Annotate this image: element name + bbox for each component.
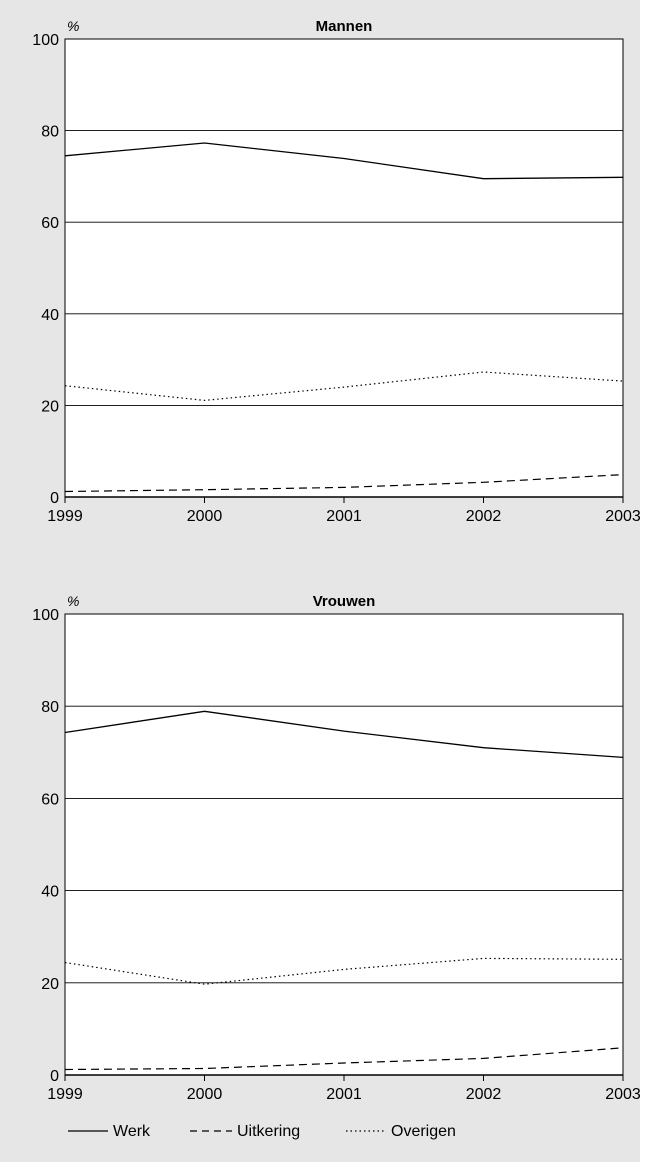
series-line-werk (64, 710, 624, 759)
y-axis-unit-label: % (67, 18, 79, 34)
data-point-uitkering-2000 (203, 1067, 207, 1071)
x-tick-label-2003: 2003 (605, 1086, 641, 1103)
data-point-overigen-2002 (482, 370, 486, 374)
data-point-werk-2002 (482, 177, 486, 181)
chart-panel-mannen: 0 20 40 60 80 100 1999 2000 2001 2002 2003 Mannen% (32, 18, 641, 525)
data-point-overigen-2001 (342, 385, 346, 389)
data-point-uitkering-2000 (203, 488, 207, 492)
data-point-uitkering-2002 (482, 1056, 486, 1060)
x-tick-label-2000: 2000 (187, 1086, 223, 1103)
y-tick-label-80: 80 (41, 124, 59, 141)
data-point-uitkering-1999 (63, 1067, 67, 1071)
data-point-werk-1999 (63, 154, 67, 158)
data-point-werk-2003 (621, 755, 625, 759)
y-axis-unit-label: % (67, 593, 79, 609)
data-point-uitkering-2001 (342, 485, 346, 489)
legend: Werk Uitkering Overigen (68, 1123, 456, 1140)
x-tick-label-2000: 2000 (187, 508, 223, 525)
legend-label-overigen: Overigen (391, 1123, 456, 1140)
y-tick-label-100: 100 (32, 32, 59, 49)
x-tick-label-2001: 2001 (326, 508, 362, 525)
data-point-werk-2001 (342, 729, 346, 733)
x-tick-label-2002: 2002 (466, 508, 502, 525)
data-point-overigen-2003 (621, 957, 625, 961)
data-point-werk-1999 (63, 730, 67, 734)
y-tick-label-80: 80 (41, 699, 59, 716)
data-point-uitkering-2003 (621, 1046, 625, 1050)
chart-title-mannen: Mannen (316, 18, 373, 35)
y-tick-label-40: 40 (41, 884, 59, 901)
data-point-uitkering-1999 (63, 490, 67, 494)
chart-panel-vrouwen: 0 20 40 60 80 100 1999 2000 2001 2002 2003 Vrouwen% (32, 593, 641, 1103)
data-point-overigen-2003 (621, 379, 625, 383)
data-point-werk-2003 (621, 175, 625, 179)
x-tick-label-1999: 1999 (47, 508, 83, 525)
x-tick-label-2002: 2002 (466, 1086, 502, 1103)
plot-area (64, 38, 624, 498)
y-tick-label-20: 20 (41, 398, 59, 415)
series-line-uitkering (64, 474, 624, 493)
y-tick-label-20: 20 (41, 976, 59, 993)
y-tick-label-40: 40 (41, 307, 59, 324)
data-point-werk-2000 (203, 709, 207, 713)
legend-label-uitkering: Uitkering (237, 1123, 300, 1140)
y-tick-label-0: 0 (50, 490, 59, 507)
x-tick-label-2001: 2001 (326, 1086, 362, 1103)
y-tick-label-60: 60 (41, 215, 59, 232)
data-point-overigen-2000 (203, 398, 207, 402)
data-point-werk-2002 (482, 746, 486, 750)
legend-label-werk: Werk (113, 1123, 151, 1140)
y-tick-label-60: 60 (41, 791, 59, 808)
data-point-werk-2000 (203, 141, 207, 145)
series-line-werk (64, 142, 624, 180)
y-tick-label-0: 0 (50, 1068, 59, 1085)
data-point-uitkering-2001 (342, 1061, 346, 1065)
data-point-uitkering-2002 (482, 480, 486, 484)
data-point-overigen-2001 (342, 967, 346, 971)
series-line-overigen (64, 371, 624, 402)
x-tick-label-1999: 1999 (47, 1086, 83, 1103)
data-point-uitkering-2003 (621, 473, 625, 477)
x-tick-label-2003: 2003 (605, 508, 641, 525)
data-point-overigen-1999 (63, 961, 67, 965)
data-point-overigen-1999 (63, 384, 67, 388)
data-point-werk-2001 (342, 157, 346, 161)
y-tick-label-100: 100 (32, 607, 59, 624)
plot-area (64, 613, 624, 1076)
data-point-overigen-2002 (482, 956, 486, 960)
chart-title-vrouwen: Vrouwen (313, 593, 376, 610)
series-line-uitkering (64, 1047, 624, 1071)
data-point-overigen-2000 (203, 982, 207, 986)
